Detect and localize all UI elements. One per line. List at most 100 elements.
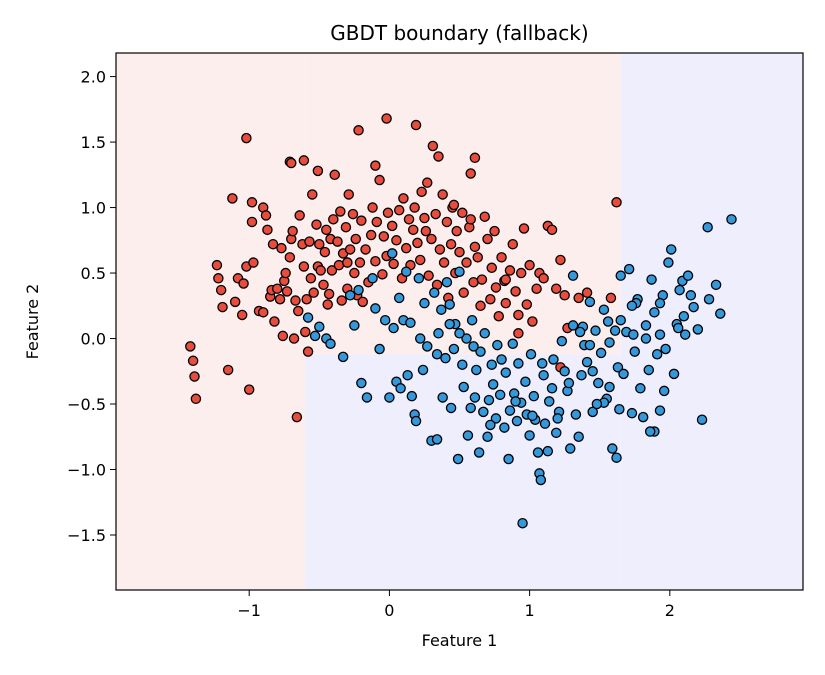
point-blue-99 bbox=[570, 409, 582, 420]
point-blue-145 bbox=[710, 279, 722, 291]
point-red-46 bbox=[302, 346, 314, 357]
point-blue-106 bbox=[590, 325, 601, 336]
point-blue-73 bbox=[511, 415, 523, 427]
point-red-49 bbox=[307, 189, 318, 200]
point-blue-112 bbox=[607, 443, 618, 454]
chart-title: GBDT boundary (fallback) bbox=[330, 21, 588, 45]
point-red-64 bbox=[332, 236, 343, 247]
point-blue-76 bbox=[517, 517, 528, 529]
decision-regions bbox=[116, 53, 803, 590]
point-blue-80 bbox=[525, 348, 537, 360]
point-red-167 bbox=[246, 216, 258, 228]
point-blue-5 bbox=[337, 351, 349, 363]
point-red-86 bbox=[374, 174, 385, 186]
point-blue-98 bbox=[567, 320, 579, 331]
point-red-122 bbox=[457, 207, 468, 219]
point-red-137 bbox=[490, 282, 502, 293]
point-blue-178 bbox=[626, 300, 638, 312]
point-red-20 bbox=[257, 307, 269, 318]
point-blue-23 bbox=[402, 369, 413, 381]
point-blue-64 bbox=[492, 339, 503, 351]
point-red-51 bbox=[311, 219, 322, 230]
point-blue-150 bbox=[510, 396, 521, 407]
region-blue-3 bbox=[620, 53, 803, 590]
point-red-112 bbox=[434, 244, 446, 255]
point-red-22 bbox=[262, 224, 273, 236]
point-blue-173 bbox=[672, 322, 684, 334]
point-red-103 bbox=[414, 254, 426, 266]
point-red-33 bbox=[281, 286, 293, 297]
point-blue-88 bbox=[542, 445, 554, 457]
point-blue-66 bbox=[496, 354, 507, 365]
point-red-44 bbox=[300, 326, 311, 338]
point-blue-10 bbox=[361, 392, 373, 403]
point-red-9 bbox=[227, 193, 238, 204]
point-blue-160 bbox=[536, 358, 548, 369]
series-blue-points bbox=[302, 214, 737, 529]
point-blue-57 bbox=[478, 406, 489, 418]
point-red-101 bbox=[409, 202, 420, 213]
point-blue-41 bbox=[444, 299, 455, 310]
point-red-3 bbox=[190, 393, 202, 405]
point-red-169 bbox=[469, 152, 481, 164]
point-blue-136 bbox=[674, 284, 685, 296]
point-blue-128 bbox=[651, 348, 663, 360]
y-tick-label-2: −0.5 bbox=[67, 395, 106, 414]
point-red-144 bbox=[510, 286, 521, 297]
point-blue-16 bbox=[386, 248, 398, 259]
point-blue-17 bbox=[388, 322, 399, 334]
point-red-6 bbox=[215, 284, 227, 296]
x-axis-ticks: −1 0 1 2 bbox=[237, 590, 675, 620]
point-red-66 bbox=[335, 206, 346, 217]
point-red-40 bbox=[293, 305, 304, 317]
point-red-149 bbox=[524, 259, 535, 271]
point-red-170 bbox=[448, 199, 460, 211]
point-blue-179 bbox=[654, 297, 666, 309]
point-red-36 bbox=[287, 225, 298, 237]
point-red-27 bbox=[271, 283, 283, 295]
point-red-2 bbox=[189, 371, 200, 382]
point-red-71 bbox=[343, 189, 354, 200]
point-red-39 bbox=[291, 411, 303, 423]
point-red-146 bbox=[515, 267, 527, 279]
point-red-82 bbox=[365, 229, 377, 241]
x-tick-label-2: 1 bbox=[525, 601, 535, 620]
point-red-105 bbox=[419, 212, 430, 224]
point-blue-105 bbox=[587, 406, 598, 418]
point-red-138 bbox=[493, 311, 505, 322]
point-red-7 bbox=[217, 301, 228, 313]
point-blue-83 bbox=[532, 447, 544, 458]
point-red-174 bbox=[381, 113, 392, 124]
point-blue-58 bbox=[479, 328, 490, 339]
y-tick-label-0: −1.5 bbox=[67, 526, 106, 545]
point-blue-67 bbox=[499, 422, 510, 433]
point-blue-50 bbox=[462, 430, 474, 441]
point-red-134 bbox=[485, 293, 496, 305]
point-red-15 bbox=[243, 384, 255, 395]
x-axis-label: Feature 1 bbox=[422, 631, 498, 650]
plot-frame bbox=[115, 52, 804, 591]
y-tick-label-7: 2.0 bbox=[81, 68, 106, 87]
point-red-78 bbox=[356, 215, 367, 226]
point-blue-147 bbox=[726, 214, 737, 225]
point-red-59 bbox=[323, 288, 335, 300]
point-blue-86 bbox=[538, 369, 549, 381]
point-blue-31 bbox=[419, 297, 430, 309]
point-red-155 bbox=[546, 224, 558, 236]
point-red-25 bbox=[267, 238, 279, 250]
point-blue-118 bbox=[623, 263, 635, 275]
point-blue-35 bbox=[431, 348, 443, 360]
point-red-58 bbox=[322, 299, 333, 310]
point-red-177 bbox=[241, 132, 252, 144]
x-tick-label-1: 0 bbox=[384, 601, 394, 620]
point-blue-91 bbox=[548, 354, 559, 365]
point-red-179 bbox=[370, 160, 381, 171]
point-red-93 bbox=[391, 235, 402, 246]
point-blue-177 bbox=[602, 316, 614, 327]
point-blue-158 bbox=[431, 434, 443, 445]
point-red-0 bbox=[185, 341, 196, 352]
point-red-153 bbox=[538, 273, 549, 284]
point-blue-29 bbox=[414, 333, 426, 344]
point-blue-132 bbox=[663, 257, 674, 268]
